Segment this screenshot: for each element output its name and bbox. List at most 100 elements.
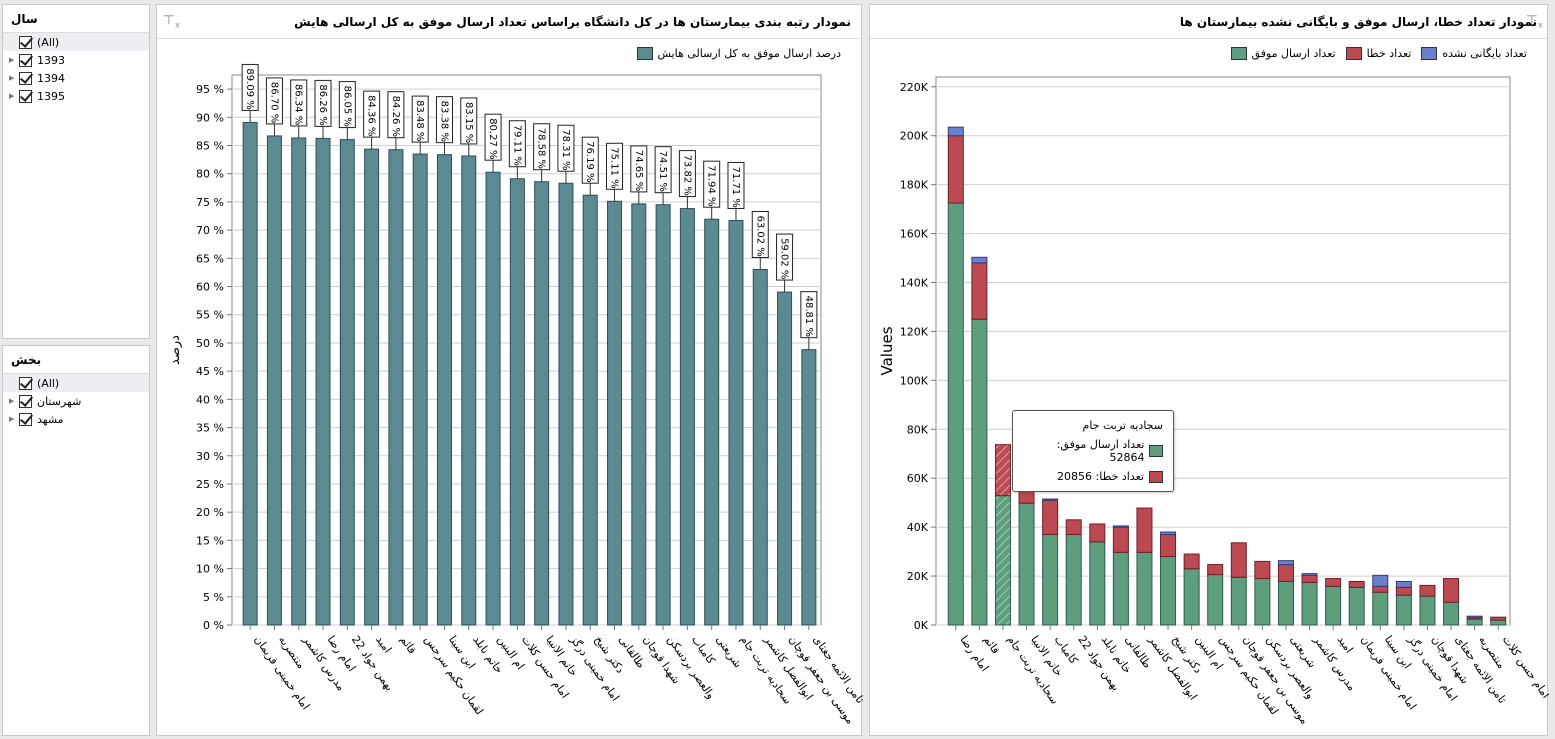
clear-filter-icon[interactable]: ⊤x	[163, 13, 181, 30]
stacked-bar-chart: 0K 20K 40K 60K 80K 100K 120K 140K 160K 180K 200K 22…	[878, 76, 1549, 727]
bar-segment	[1160, 531, 1177, 535]
checkbox[interactable]	[19, 71, 32, 85]
data-label: 74.51 %	[657, 151, 668, 192]
y-tick-label: 95 %	[196, 83, 224, 96]
y-tick-label: 25 %	[196, 478, 224, 491]
legend-item[interactable]: تعداد بایگانی نشده	[1421, 47, 1527, 60]
bar-segment	[1065, 519, 1082, 535]
data-label: 79.11 %	[511, 125, 522, 166]
bar-segment	[1160, 556, 1177, 626]
x-tick-label: امید	[1335, 633, 1356, 655]
checkbox[interactable]	[19, 394, 32, 408]
legend-label: درصد ارسال موفق به کل ارسالی هایش	[657, 47, 841, 60]
errors-chart-title-text: نمودار تعداد خطا، ارسال موفق و بایگانی ن…	[1179, 15, 1537, 29]
filter-item-label: 1393	[37, 53, 65, 67]
bar-segment	[1112, 526, 1129, 553]
bar	[242, 121, 258, 626]
checkbox[interactable]	[19, 89, 32, 103]
bar-segment	[1160, 533, 1177, 558]
bar	[582, 194, 598, 626]
bar-segment	[994, 444, 1011, 497]
bar-segment	[1301, 581, 1318, 626]
data-label: 78.58 %	[536, 128, 547, 169]
legend-item[interactable]: تعداد خطا	[1345, 47, 1411, 60]
bar-segment	[947, 135, 964, 204]
expand-arrow-icon[interactable]: ▶	[9, 415, 15, 423]
filter-item[interactable]: (All)	[3, 374, 149, 392]
bar-segment	[1042, 533, 1059, 626]
bar-segment	[1395, 580, 1412, 588]
bar	[607, 200, 623, 626]
bar-segment	[1419, 595, 1436, 626]
clear-filter-icon[interactable]: ⊤x	[1526, 13, 1544, 30]
bar	[655, 204, 671, 626]
bar	[412, 153, 428, 626]
data-label: 75.11 %	[609, 147, 620, 188]
data-label-box	[314, 79, 332, 127]
bar-segment	[1018, 502, 1035, 626]
bar	[509, 178, 525, 626]
bar-segment	[1207, 564, 1224, 576]
expand-arrow-icon[interactable]: ▶	[9, 92, 15, 100]
y-tick-label: 0 %	[203, 619, 224, 632]
bar-segment	[1348, 580, 1365, 588]
bar-segment	[1443, 601, 1460, 626]
ranking-bar-chart: 0 % 5 % 10 % 15 % 20 % 25 % 30 % 35 % 40 % 45 % 50…	[168, 63, 863, 727]
data-label-box	[727, 161, 745, 209]
bar	[558, 182, 574, 626]
data-label: 74.65 %	[633, 150, 644, 191]
data-label-box	[557, 124, 575, 172]
tooltip-title: سجادیه تربت جام	[1082, 419, 1163, 432]
data-label-box	[533, 123, 551, 171]
y-tick-label: 60 %	[196, 281, 224, 294]
checkbox[interactable]	[19, 412, 32, 426]
bar-segment	[1136, 551, 1153, 626]
bar-segment	[1443, 578, 1460, 603]
data-label-box	[776, 233, 794, 281]
checkbox[interactable]	[19, 376, 32, 390]
tooltip-row: تعداد ارسال موفق: 52864	[1023, 438, 1163, 464]
data-label: 48.81 %	[803, 296, 814, 337]
y-tick-label: 30 %	[196, 450, 224, 463]
bar-segment	[1183, 553, 1200, 570]
data-label: 84.36 %	[366, 95, 377, 136]
expand-arrow-icon[interactable]: ▶	[9, 74, 15, 82]
bar-segment	[1254, 578, 1271, 626]
filter-item[interactable]: ▶ 1393	[3, 51, 149, 69]
data-label-box	[703, 160, 721, 208]
filter-item[interactable]: ▶ 1395	[3, 87, 149, 105]
checkbox[interactable]	[19, 53, 32, 67]
y-tick-label: 200K	[900, 130, 929, 143]
y-tick-label: 160K	[900, 228, 929, 241]
legend-item[interactable]: درصد ارسال موفق به کل ارسالی هایش	[636, 47, 841, 60]
legend-label: تعداد بایگانی نشده	[1442, 47, 1527, 60]
checkbox[interactable]	[19, 35, 32, 49]
y-tick-label: 220K	[900, 81, 929, 94]
data-label: 86.26 %	[317, 84, 328, 125]
data-label-box	[265, 77, 283, 125]
bar-segment	[994, 495, 1011, 626]
y-tick-label: 50 %	[196, 337, 224, 350]
y-tick-label: 40 %	[196, 393, 224, 406]
y-tick-label: 80 %	[196, 168, 224, 181]
data-label: 71.71 %	[730, 166, 741, 207]
filter-item[interactable]: ▶ مشهد	[3, 410, 149, 428]
bar-segment	[1419, 584, 1436, 597]
errors-chart-panel: نمودار تعداد خطا، ارسال موفق و بایگانی ن…	[869, 4, 1549, 736]
section-filter-panel: بخش (All) ▶ شهرستان ▶ مشهد	[2, 345, 150, 736]
expand-arrow-icon[interactable]: ▶	[9, 397, 15, 405]
tooltip-swatch	[1149, 445, 1163, 457]
bar-segment	[971, 318, 988, 626]
filter-item[interactable]: ▶ شهرستان	[3, 392, 149, 410]
ranking-chart-panel: نمودار رتبه بندی بیمارستان ها در کل دانش…	[156, 4, 863, 736]
filter-item[interactable]: ▶ 1394	[3, 69, 149, 87]
y-tick-label: 70 %	[196, 224, 224, 237]
x-tick-label: قائم	[981, 633, 1003, 656]
y-tick-label: 55 %	[196, 309, 224, 322]
bar-segment	[1089, 541, 1106, 626]
filter-item[interactable]: (All)	[3, 33, 149, 51]
bar-segment	[1136, 507, 1153, 553]
expand-arrow-icon[interactable]: ▶	[9, 56, 15, 64]
legend-item[interactable]: تعداد ارسال موفق	[1230, 47, 1336, 60]
data-label-box	[800, 291, 818, 339]
